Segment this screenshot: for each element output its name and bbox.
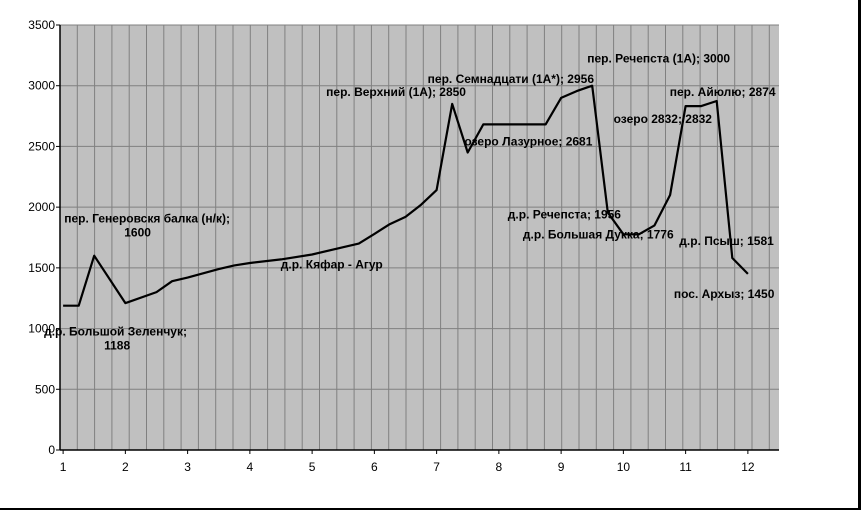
y-axis-ticks: 0 500 1000 1500 2000 2500 3000 3500 (28, 18, 60, 457)
data-label: пос. Архыз; 1450 (674, 287, 775, 301)
data-label: пер. Айюлю; 2874 (670, 85, 776, 99)
y-tick-label: 500 (35, 382, 55, 396)
x-tick-label: 9 (558, 460, 565, 474)
data-label: д.р. Речепста; 1956 (508, 207, 621, 221)
x-tick-label: 6 (371, 460, 378, 474)
x-tick-label: 4 (247, 460, 254, 474)
y-tick-label: 3000 (28, 79, 55, 93)
vertical-gridlines (76, 25, 770, 450)
data-label: д.р. Большая Дукка; 1776 (523, 227, 674, 241)
y-tick-label: 1000 (28, 322, 55, 336)
x-tick-label: 8 (496, 460, 503, 474)
x-tick-label: 11 (679, 460, 692, 474)
x-tick-label: 2 (122, 460, 129, 474)
data-label: пер. Речепста (1А); 3000 (587, 52, 730, 66)
x-tick-label: 1 (60, 460, 67, 474)
waypoint-annotations: пер. Генеровскя балка (н/к); 1600 д.р. Бол… (44, 52, 776, 353)
y-tick-label: 2500 (28, 139, 55, 153)
data-label: д.р. Псыш; 1581 (679, 234, 774, 248)
elevation-line (63, 84, 749, 307)
data-label: озеро 2832; 2832 (614, 112, 713, 126)
data-label: д.р. Кяфар - Агур (281, 258, 383, 272)
x-tick-label: 12 (741, 460, 755, 474)
x-tick-label: 5 (309, 460, 316, 474)
x-tick-label: 7 (433, 460, 440, 474)
data-label: пер. Семнадцати (1А*); 2956 (428, 72, 595, 86)
x-tick-label: 3 (184, 460, 191, 474)
plot-area (60, 25, 779, 450)
data-label: озеро Лазурное; 2681 (464, 134, 592, 148)
y-tick-label: 2000 (28, 200, 55, 214)
y-tick-label: 1500 (28, 261, 55, 275)
data-label: д.р. Большой Зеленчук; 1188 (44, 325, 187, 353)
x-axis-ticks: 1 2 3 4 5 6 7 8 9 10 11 12 (60, 450, 755, 474)
y-tick-label: 0 (48, 443, 55, 457)
data-label: пер. Генеровскя балка (н/к); 1600 (64, 212, 230, 240)
y-tick-label: 3500 (28, 18, 55, 32)
data-label: пер. Верхний (1А); 2850 (326, 85, 466, 99)
x-tick-label: 10 (617, 460, 631, 474)
